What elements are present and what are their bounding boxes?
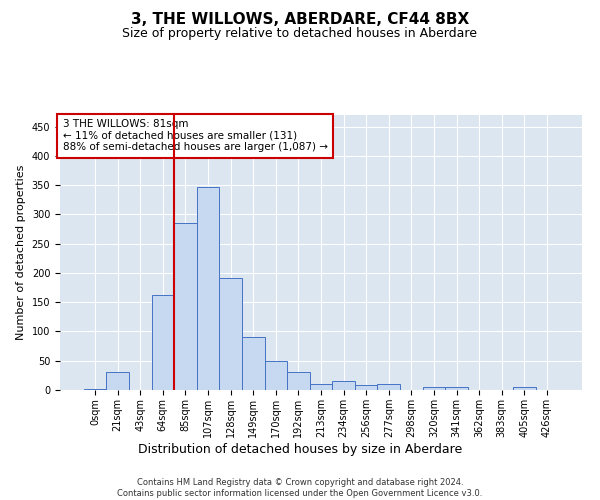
Text: 3, THE WILLOWS, ABERDARE, CF44 8BX: 3, THE WILLOWS, ABERDARE, CF44 8BX <box>131 12 469 28</box>
Text: Distribution of detached houses by size in Aberdare: Distribution of detached houses by size … <box>138 442 462 456</box>
Bar <box>310 384 332 390</box>
Bar <box>265 360 287 390</box>
Bar <box>513 387 536 390</box>
Bar <box>174 223 197 390</box>
Bar <box>445 387 468 390</box>
Bar <box>242 338 265 390</box>
Bar <box>106 372 129 390</box>
Text: Contains HM Land Registry data © Crown copyright and database right 2024.
Contai: Contains HM Land Registry data © Crown c… <box>118 478 482 498</box>
Bar <box>220 278 242 390</box>
Bar <box>197 187 220 390</box>
Y-axis label: Number of detached properties: Number of detached properties <box>16 165 26 340</box>
Text: Size of property relative to detached houses in Aberdare: Size of property relative to detached ho… <box>122 28 478 40</box>
Bar <box>355 386 377 390</box>
Bar <box>84 389 106 390</box>
Bar <box>332 380 355 390</box>
Bar <box>152 294 174 390</box>
Bar <box>422 387 445 390</box>
Bar <box>377 384 400 390</box>
Bar <box>287 372 310 390</box>
Text: 3 THE WILLOWS: 81sqm
← 11% of detached houses are smaller (131)
88% of semi-deta: 3 THE WILLOWS: 81sqm ← 11% of detached h… <box>62 119 328 152</box>
